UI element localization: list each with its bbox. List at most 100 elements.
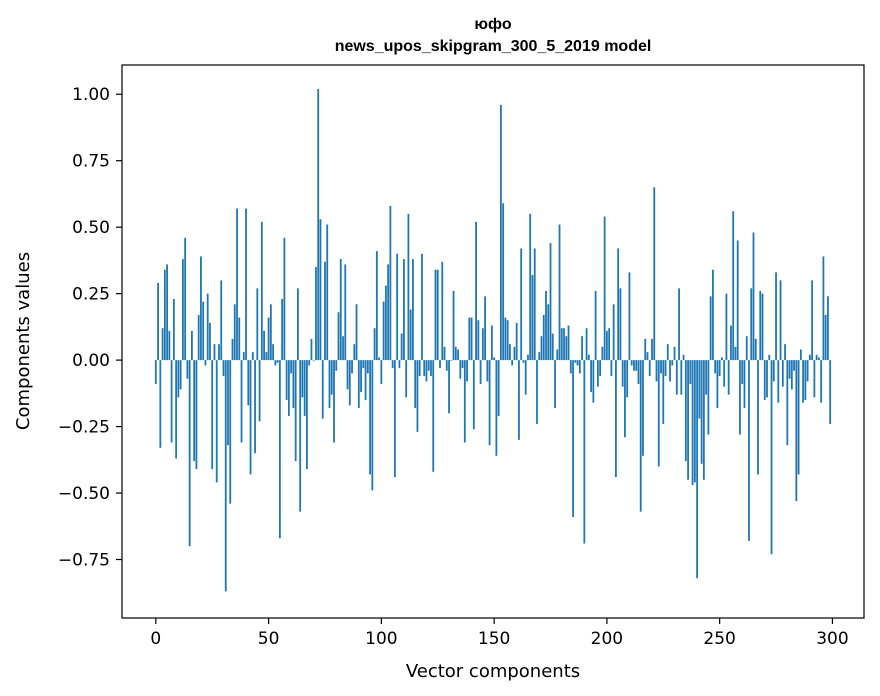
bar-92 <box>362 360 365 369</box>
bar-290 <box>808 354 811 361</box>
bar-58 <box>285 360 288 400</box>
bar-3 <box>161 328 164 361</box>
bar-276 <box>777 360 780 403</box>
bar-195 <box>594 290 597 361</box>
bar-84 <box>344 264 347 361</box>
bar-266 <box>754 338 757 361</box>
y-tick-label: 0.00 <box>72 351 110 371</box>
bar-104 <box>389 205 392 361</box>
bar-248 <box>714 360 717 374</box>
bar-262 <box>745 336 748 361</box>
bar-56 <box>281 298 284 361</box>
bar-135 <box>459 360 462 379</box>
bar-38 <box>240 360 243 443</box>
bar-57 <box>283 237 286 361</box>
bar-187 <box>576 360 579 366</box>
bar-120 <box>425 360 428 382</box>
bar-200 <box>605 330 608 361</box>
bar-156 <box>506 320 509 361</box>
bar-136 <box>461 360 464 369</box>
bar-138 <box>466 360 468 382</box>
bar-61 <box>292 360 295 408</box>
bar-222 <box>655 360 658 382</box>
bar-10 <box>177 360 180 398</box>
bar-130 <box>448 360 450 414</box>
bar-59 <box>287 360 290 416</box>
bar-265 <box>752 232 755 361</box>
bar-83 <box>342 336 344 361</box>
bar-37 <box>238 317 241 361</box>
bar-238 <box>691 360 694 486</box>
bar-270 <box>763 360 766 400</box>
bar-98 <box>375 251 378 361</box>
y-tick-label: 0.25 <box>72 285 110 305</box>
bar-127 <box>441 261 444 361</box>
bar-147 <box>486 360 489 382</box>
bar-60 <box>290 360 293 374</box>
bar-179 <box>558 224 561 361</box>
bar-63 <box>297 288 299 361</box>
bar-54 <box>276 360 279 363</box>
bar-112 <box>407 213 410 361</box>
bar-85 <box>346 360 349 390</box>
bar-232 <box>678 288 680 361</box>
bar-237 <box>689 360 692 385</box>
bar-101 <box>382 301 385 361</box>
bar-24 <box>209 322 211 361</box>
bar-103 <box>387 264 390 361</box>
bar-25 <box>211 360 214 470</box>
bar-71 <box>315 267 317 361</box>
bar-118 <box>421 253 423 361</box>
y-tick-label: 1.00 <box>72 85 110 105</box>
bar-230 <box>673 346 676 361</box>
bar-39 <box>242 352 245 361</box>
bar-125 <box>436 269 439 361</box>
bar-110 <box>403 259 405 361</box>
bar-191 <box>585 328 588 361</box>
bar-197 <box>599 360 602 377</box>
bar-116 <box>416 360 419 432</box>
bar-154 <box>502 203 505 361</box>
bar-278 <box>781 360 784 387</box>
y-tick-label: −0.50 <box>58 484 110 504</box>
bar-149 <box>490 325 493 361</box>
bar-134 <box>457 349 459 361</box>
bar-142 <box>475 221 477 361</box>
chart-title: юфо <box>474 16 511 33</box>
bar-202 <box>610 360 613 377</box>
bar-199 <box>603 216 606 361</box>
bar-42 <box>249 360 252 475</box>
bar-218 <box>646 352 649 361</box>
bar-14 <box>186 360 189 379</box>
bar-193 <box>590 360 592 393</box>
bar-115 <box>414 360 417 408</box>
bar-46 <box>258 360 261 422</box>
bar-242 <box>700 360 703 464</box>
x-tick-label: 50 <box>258 629 280 649</box>
bar-226 <box>664 360 667 377</box>
bar-268 <box>759 290 762 361</box>
bar-221 <box>653 187 656 361</box>
bar-28 <box>218 344 220 361</box>
bar-284 <box>795 360 798 502</box>
bar-215 <box>639 360 642 512</box>
bar-131 <box>450 360 453 361</box>
bar-129 <box>445 360 448 371</box>
bar-244 <box>705 360 708 395</box>
bar-113 <box>409 309 412 361</box>
bar-145 <box>481 328 484 361</box>
y-tick-label: −0.25 <box>58 418 110 438</box>
bar-86 <box>348 360 351 406</box>
bar-168 <box>533 248 536 361</box>
bar-212 <box>633 360 635 371</box>
bar-13 <box>184 237 187 361</box>
bar-247 <box>711 269 714 361</box>
bar-72 <box>317 88 320 361</box>
bar-18 <box>195 360 198 470</box>
bar-196 <box>596 360 599 387</box>
bar-4 <box>163 269 166 361</box>
bar-211 <box>630 360 633 366</box>
bar-67 <box>306 360 308 470</box>
